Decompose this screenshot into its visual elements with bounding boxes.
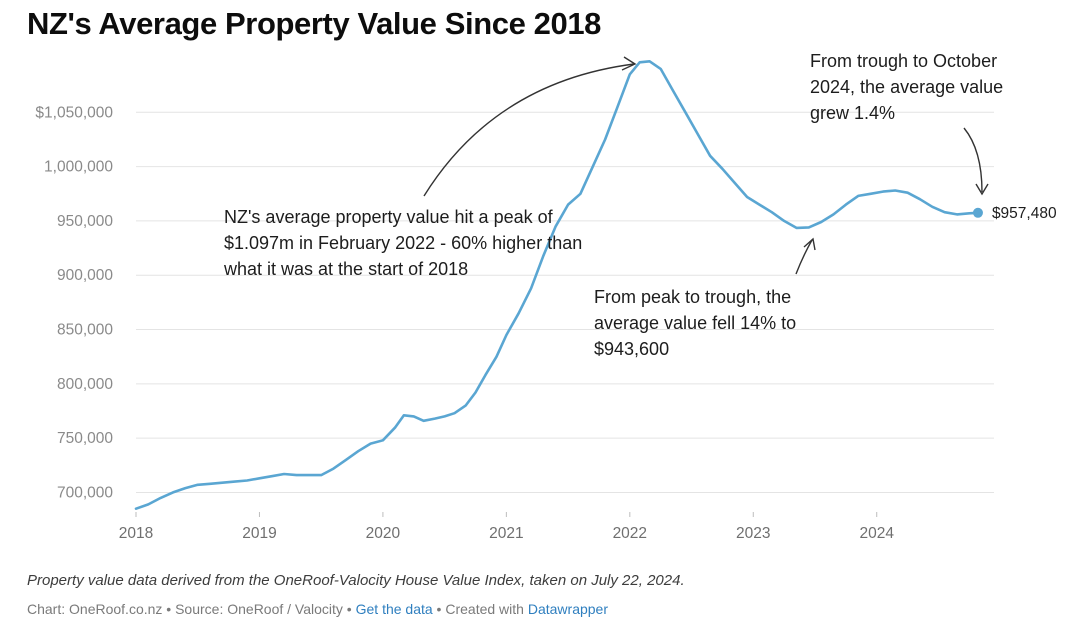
chart-credit: Chart: OneRoof.co.nz xyxy=(27,601,163,617)
x-tick-label: 2019 xyxy=(242,525,276,542)
trough-annotation-arrow xyxy=(795,239,813,275)
line-chart: 700,000 750,000 800,000 850,000 900,000 950,0… xyxy=(35,56,1057,542)
chart-footer: Chart: OneRoof.co.nz • Source: OneRoof /… xyxy=(27,601,608,617)
latest-value-label: $957,480 xyxy=(992,205,1057,222)
footer-separator: • xyxy=(342,601,356,617)
y-tick-label: 950,000 xyxy=(57,213,113,230)
datawrapper-link[interactable]: Datawrapper xyxy=(527,601,608,617)
y-axis: 700,000 750,000 800,000 850,000 900,000 950,0… xyxy=(35,104,113,501)
created-with-text: Created with xyxy=(445,601,524,617)
peak-arrowhead xyxy=(621,56,637,71)
footer-separator: • xyxy=(162,601,176,617)
get-the-data-link[interactable]: Get the data xyxy=(355,601,433,617)
y-tick-label: $1,050,000 xyxy=(35,104,113,121)
x-tick-label: 2018 xyxy=(119,525,153,542)
property-value-line xyxy=(134,60,980,510)
y-tick-label: 850,000 xyxy=(57,322,113,339)
recent-arrowhead xyxy=(975,183,989,196)
x-tick-label: 2023 xyxy=(736,525,770,542)
y-tick-label: 1,000,000 xyxy=(44,159,113,176)
trough-arrowhead xyxy=(803,237,816,251)
chart-title: NZ's Average Property Value Since 2018 xyxy=(27,6,601,41)
latest-value-point xyxy=(972,207,983,218)
trough-annotation: From peak to trough, the average value f… xyxy=(594,287,797,359)
annotation-arrows xyxy=(423,56,989,275)
chart-source: Source: OneRoof / Valocity xyxy=(175,601,343,617)
x-tick-label: 2020 xyxy=(366,525,401,542)
x-tick-label: 2024 xyxy=(859,525,894,542)
recent-annotation-arrow xyxy=(963,127,983,193)
peak-annotation-arrow xyxy=(423,63,635,197)
chart-notes: Property value data derived from the One… xyxy=(27,572,685,589)
peak-annotation: NZ's average property value hit a peak o… xyxy=(224,207,583,279)
y-tick-label: 800,000 xyxy=(57,376,113,393)
x-axis: 2018 2019 2020 2021 2022 2023 2024 xyxy=(119,512,894,542)
y-tick-label: 900,000 xyxy=(57,267,113,284)
recent-growth-annotation: From trough to October 2024, the average… xyxy=(810,51,1004,123)
y-tick-label: 700,000 xyxy=(57,484,113,501)
x-tick-label: 2022 xyxy=(613,525,647,542)
footer-separator: • xyxy=(432,601,446,617)
gridlines xyxy=(136,111,994,493)
x-tick-label: 2021 xyxy=(489,525,523,542)
y-tick-label: 750,000 xyxy=(57,430,113,447)
